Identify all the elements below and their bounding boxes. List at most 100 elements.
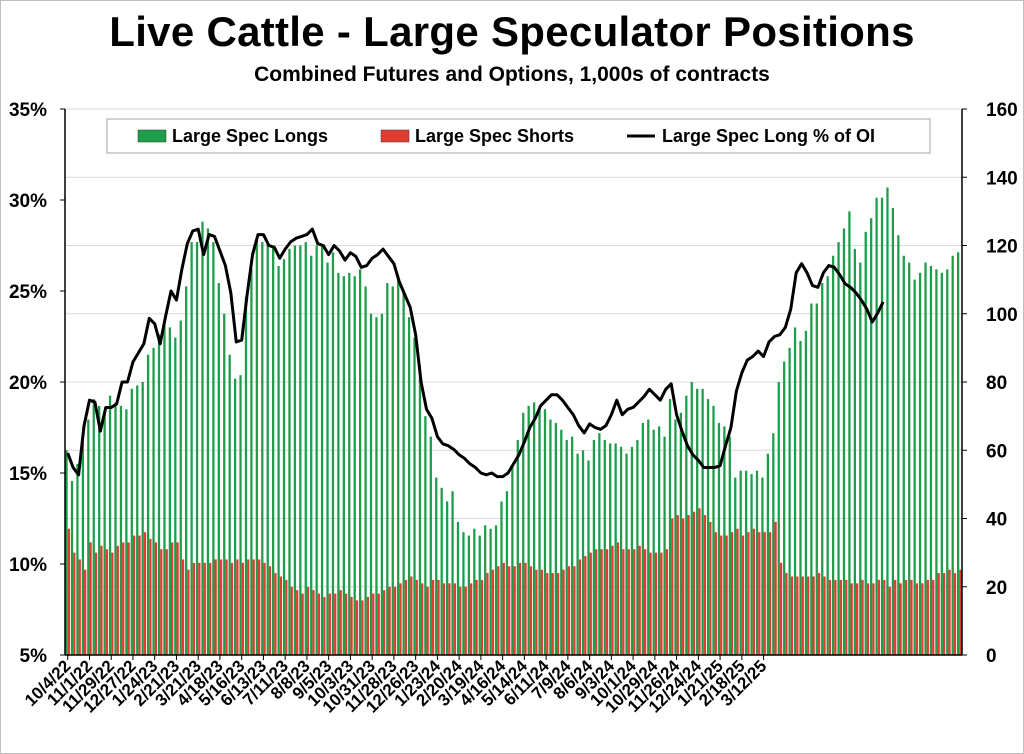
bar-shorts	[67, 528, 71, 655]
bar-longs	[250, 269, 253, 655]
bar-shorts	[306, 586, 310, 655]
bar-longs	[761, 477, 764, 655]
bar-longs	[696, 388, 699, 655]
bar-longs	[918, 272, 922, 655]
legend-swatch-shorts	[380, 129, 410, 143]
bar-shorts	[513, 566, 516, 655]
bar-shorts	[268, 566, 272, 655]
bar-longs	[543, 409, 547, 655]
y-right-tick-label: 160	[986, 100, 1018, 121]
bar-shorts	[883, 579, 886, 655]
bar-longs	[853, 248, 856, 655]
bar-longs	[581, 450, 585, 655]
bar-longs	[418, 364, 422, 655]
y-right-tick-label: 120	[986, 237, 1018, 258]
bar-shorts	[921, 583, 924, 655]
bar-shorts	[573, 566, 576, 655]
bar-longs	[783, 361, 786, 655]
bar-shorts	[470, 583, 473, 655]
bar-longs	[456, 521, 460, 655]
y-right-tick-label: 140	[986, 168, 1018, 189]
bar-longs	[799, 341, 802, 655]
bar-longs	[445, 501, 449, 655]
bar-shorts	[714, 532, 717, 655]
bar-shorts	[899, 583, 902, 655]
bar-longs	[652, 429, 655, 655]
bar-longs	[739, 470, 742, 655]
bar-shorts	[361, 600, 364, 655]
bar-longs	[685, 395, 688, 655]
bar-longs	[505, 491, 509, 655]
bar-shorts	[377, 593, 380, 655]
bar-longs	[429, 436, 432, 655]
bar-longs	[712, 405, 715, 655]
bar-shorts	[845, 579, 848, 655]
bar-longs	[929, 265, 933, 655]
bar-longs	[886, 187, 889, 656]
bar-longs	[402, 293, 405, 655]
bar-longs	[119, 405, 123, 655]
bar-shorts	[448, 583, 451, 655]
bar-longs	[951, 255, 954, 656]
bar-shorts	[959, 569, 962, 655]
bar-shorts	[491, 569, 495, 655]
bar-shorts	[834, 579, 837, 655]
bar-shorts	[720, 535, 723, 655]
bar-shorts	[692, 511, 696, 655]
legend-box	[106, 118, 931, 154]
bar-shorts	[399, 583, 402, 655]
legend-swatch-longs	[137, 129, 167, 143]
bar-longs	[750, 474, 753, 655]
bar-longs	[163, 323, 166, 655]
bar-longs	[821, 283, 824, 655]
bar-longs	[185, 286, 188, 655]
bar-shorts	[165, 549, 168, 655]
y-right-tick-label: 80	[986, 373, 1007, 394]
bar-shorts	[812, 576, 815, 655]
bar-shorts	[214, 559, 217, 655]
bar-shorts	[627, 549, 630, 655]
y-right-tick-label: 40	[986, 510, 1007, 531]
bar-shorts	[948, 569, 951, 655]
bar-shorts	[730, 532, 734, 655]
bar-longs	[630, 446, 634, 655]
bar-longs	[842, 228, 846, 655]
bar-longs	[310, 255, 313, 656]
bar-shorts	[817, 573, 821, 655]
bar-longs	[397, 279, 400, 655]
chart-title: Live Cattle - Large Speculator Positions	[109, 8, 915, 55]
bar-longs	[331, 252, 335, 655]
bar-longs	[239, 375, 242, 655]
bar-shorts	[198, 562, 201, 655]
bar-shorts	[910, 579, 913, 655]
bar-shorts	[546, 573, 549, 655]
bar-longs	[576, 453, 579, 655]
bar-shorts	[323, 596, 326, 655]
bar-longs	[190, 242, 193, 655]
bar-shorts	[763, 532, 766, 655]
bar-shorts	[877, 579, 881, 655]
bar-longs	[272, 245, 275, 655]
bar-shorts	[942, 573, 946, 655]
bar-longs	[494, 525, 498, 655]
bar-shorts	[388, 586, 391, 655]
bar-shorts	[807, 576, 810, 655]
bar-shorts	[350, 596, 353, 655]
bar-longs	[413, 337, 416, 655]
bar-shorts	[328, 593, 331, 655]
bar-shorts	[154, 542, 157, 655]
bar-longs	[864, 231, 867, 655]
bar-shorts	[344, 593, 348, 655]
bar-shorts	[801, 576, 804, 655]
bar-longs	[924, 262, 927, 655]
bar-longs	[500, 501, 503, 655]
bar-shorts	[209, 562, 212, 655]
bar-longs	[108, 395, 112, 655]
bar-shorts	[567, 566, 571, 655]
bar-longs	[560, 429, 563, 655]
bar-longs	[282, 259, 286, 655]
bar-shorts	[676, 515, 679, 655]
bar-longs	[772, 433, 775, 655]
bar-longs	[451, 491, 454, 655]
